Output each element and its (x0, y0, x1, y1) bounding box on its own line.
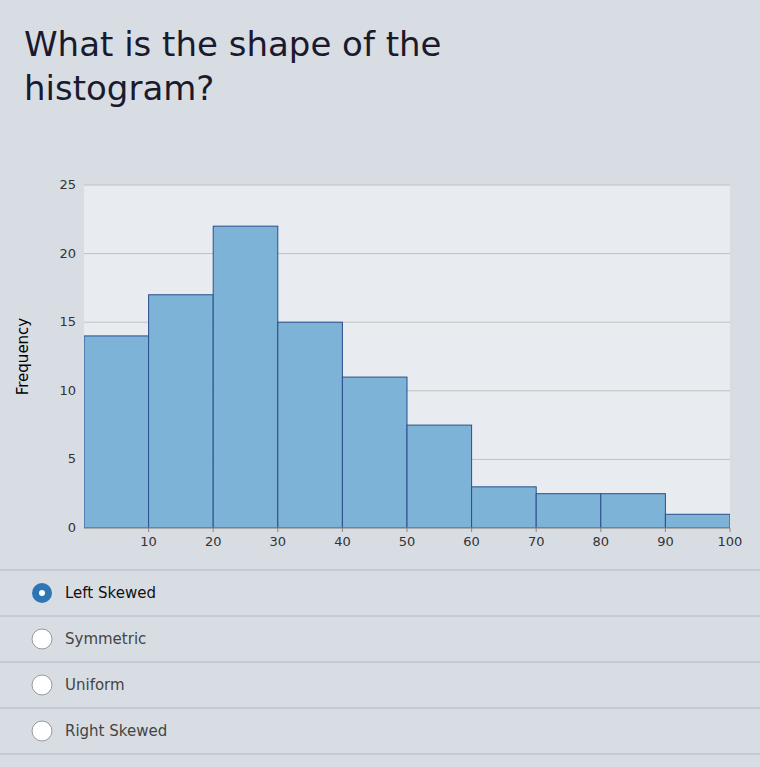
bar (601, 494, 666, 528)
option[interactable]: Right Skewed (32, 721, 167, 741)
radio-dot (39, 590, 45, 596)
x-tick (536, 528, 537, 532)
x-tick (342, 528, 343, 532)
x-tick (213, 528, 214, 532)
x-tick (148, 528, 149, 532)
y-tick-label: 15 (59, 314, 76, 329)
x-tick (600, 528, 601, 532)
x-tick (730, 528, 731, 532)
option[interactable]: Symmetric (32, 629, 146, 649)
x-tick-label: 90 (657, 534, 674, 549)
radio[interactable] (32, 629, 52, 649)
grid-line (84, 185, 730, 186)
x-tick-label: 50 (399, 534, 416, 549)
title-line: histogram? (24, 68, 214, 108)
radio[interactable] (32, 675, 52, 695)
divider (0, 616, 760, 617)
bar (665, 514, 730, 528)
bar (149, 295, 214, 528)
x-tick-label: 60 (463, 534, 480, 549)
x-tick (407, 528, 408, 532)
option[interactable]: Uniform (32, 675, 125, 695)
bar (278, 322, 343, 528)
divider (0, 662, 760, 663)
radio-selected[interactable] (32, 583, 52, 603)
title: What is the shape of thehistogram? (24, 24, 442, 108)
divider (0, 754, 760, 755)
y-tick-label: 20 (59, 246, 76, 261)
x-tick-label: 10 (140, 534, 157, 549)
bar (407, 425, 472, 528)
divider (0, 570, 760, 571)
grid-line (84, 253, 730, 254)
bar (472, 487, 537, 528)
bar (536, 494, 601, 528)
x-tick-label: 40 (334, 534, 351, 549)
x-tick (665, 528, 666, 532)
bar (213, 226, 278, 528)
x-tick-label: 100 (718, 534, 743, 549)
y-tick-label: 5 (68, 451, 76, 466)
divider (0, 708, 760, 709)
x-tick-label: 80 (593, 534, 610, 549)
x-tick (471, 528, 472, 532)
x-tick (277, 528, 278, 532)
bars (84, 226, 730, 528)
radio[interactable] (32, 721, 52, 741)
bar (342, 377, 407, 528)
option-text[interactable]: Uniform (65, 676, 125, 694)
option-text[interactable]: Right Skewed (65, 722, 167, 740)
y-tick-label: 10 (59, 383, 76, 398)
title-line: What is the shape of the (24, 24, 442, 64)
x-tick-label: 70 (528, 534, 545, 549)
x-tick-label: 30 (270, 534, 287, 549)
y-axis-label: Frequency (14, 318, 32, 396)
background (0, 0, 760, 767)
bar (84, 336, 149, 528)
y-tick-label: 25 (59, 177, 76, 192)
plot-area (84, 185, 730, 528)
option-text[interactable]: Symmetric (65, 630, 146, 648)
option[interactable]: Left Skewed (32, 583, 156, 603)
y-tick-label: 0 (68, 520, 76, 535)
x-tick-label: 20 (205, 534, 222, 549)
option-text[interactable]: Left Skewed (65, 584, 156, 602)
